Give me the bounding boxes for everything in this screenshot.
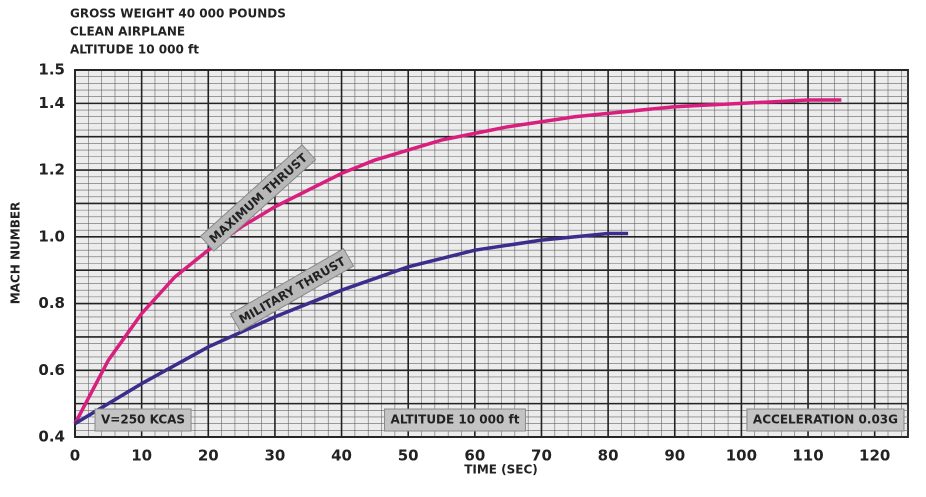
x-tick-label: 40 xyxy=(331,447,352,465)
y-tick-label: 0.6 xyxy=(38,361,65,379)
y-tick-label: 1.5 xyxy=(38,61,65,79)
y-tick-label: 0.4 xyxy=(38,428,65,446)
y-tick-label: 1.4 xyxy=(38,94,65,112)
x-axis-label: TIME (SEC) xyxy=(464,463,538,477)
x-tick-label: 90 xyxy=(664,447,685,465)
annotation-box xyxy=(384,408,526,432)
x-tick-label: 70 xyxy=(531,447,552,465)
series-line xyxy=(73,98,842,425)
x-tick-label: 60 xyxy=(464,447,485,465)
y-tick-label: 0.8 xyxy=(38,294,65,312)
x-tick-label: 100 xyxy=(726,447,757,465)
annotation: ACCELERATION 0.03G xyxy=(746,408,905,432)
annotation: ALTITUDE 10 000 ft xyxy=(384,408,526,432)
annotation-box xyxy=(746,408,905,432)
annotation-box xyxy=(94,408,192,432)
header-line: CLEAN AIRPLANE xyxy=(70,25,185,39)
label-box xyxy=(199,144,317,252)
series-line xyxy=(74,231,629,426)
y-tick-label: 1.2 xyxy=(38,161,65,179)
x-tick-label: 20 xyxy=(198,447,219,465)
x-tick-label: 110 xyxy=(792,447,823,465)
x-tick-label: 50 xyxy=(398,447,419,465)
plot-area xyxy=(74,69,909,438)
y-axis-label: MACH NUMBER xyxy=(9,202,23,305)
header-line: GROSS WEIGHT 40 000 POUNDS xyxy=(70,7,286,21)
annotation-text: V=250 KCAS xyxy=(101,413,185,427)
annotation-text: ALTITUDE 10 000 ft xyxy=(391,413,520,427)
y-tick-label: 1.0 xyxy=(38,227,65,245)
x-tick-label: 10 xyxy=(131,447,152,465)
annotation: V=250 KCAS xyxy=(94,408,192,432)
label-box xyxy=(229,248,355,332)
x-tick-label: 120 xyxy=(859,447,890,465)
x-tick-label: 30 xyxy=(264,447,285,465)
header-line: ALTITUDE 10 000 ft xyxy=(70,43,199,57)
x-tick-label: 0 xyxy=(70,447,80,465)
x-tick-label: 80 xyxy=(598,447,619,465)
annotation-text: ACCELERATION 0.03G xyxy=(753,413,898,427)
